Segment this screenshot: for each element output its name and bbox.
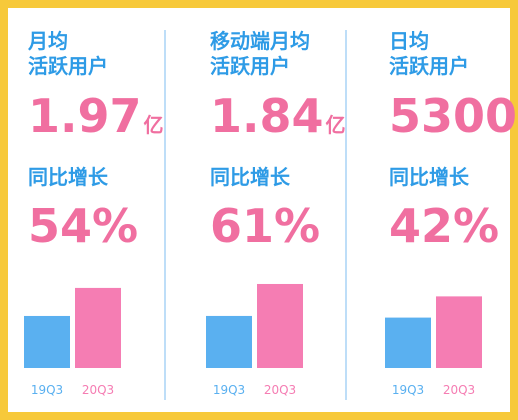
panel-title: 活跃用户 — [28, 54, 108, 78]
metric: 5300万 — [389, 89, 518, 143]
metric: 1.84 亿 — [210, 89, 346, 143]
metric-value: 1.84 — [210, 89, 324, 143]
growth-label: 同比增长 — [389, 165, 470, 189]
bar — [385, 317, 431, 368]
panel-title: 移动端月均 — [210, 29, 310, 53]
metric-value: 1.97 — [28, 89, 142, 143]
panel-title: 活跃用户 — [210, 54, 290, 78]
bar — [206, 315, 252, 368]
x-tick-label: 20Q3 — [443, 383, 475, 397]
growth-label: 同比增长 — [210, 165, 291, 189]
metric-value: 5300 — [389, 89, 517, 143]
bar — [75, 287, 121, 368]
x-tick-label: 19Q3 — [31, 383, 63, 397]
panel-title: 日均 — [389, 29, 429, 53]
metric: 1.97 亿 — [28, 89, 164, 143]
panel-title: 月均 — [27, 29, 68, 53]
metric-unit: 亿 — [144, 113, 164, 137]
bar — [257, 283, 303, 368]
growth-label: 同比增长 — [28, 165, 109, 189]
bar — [24, 315, 70, 368]
panel-title: 活跃用户 — [389, 54, 469, 78]
growth: 54% — [28, 199, 138, 253]
metric-unit: 亿 — [326, 113, 346, 137]
growth: 61% — [210, 199, 320, 253]
x-tick-label: 20Q3 — [82, 383, 114, 397]
x-tick-label: 20Q3 — [264, 383, 296, 397]
x-tick-label: 19Q3 — [392, 383, 424, 397]
x-tick-label: 19Q3 — [213, 383, 245, 397]
bar — [436, 296, 482, 368]
growth: 42% — [389, 199, 499, 253]
